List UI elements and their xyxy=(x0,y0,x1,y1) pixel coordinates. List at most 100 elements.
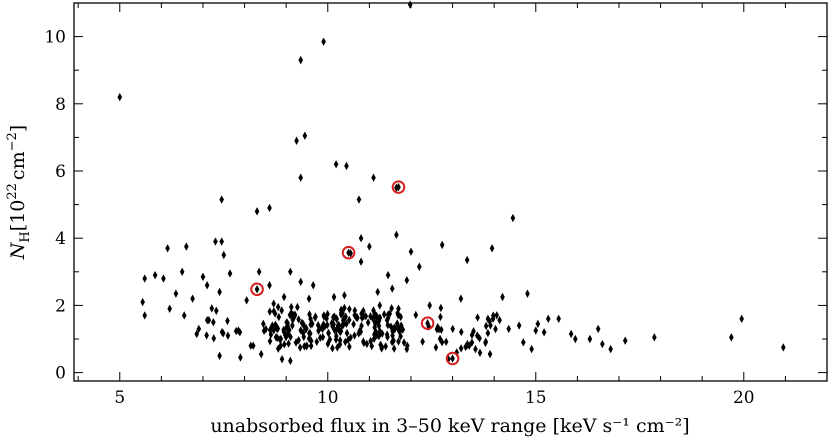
data-point xyxy=(304,324,309,333)
data-point xyxy=(377,301,383,310)
data-point xyxy=(493,324,498,334)
data-point xyxy=(439,240,445,250)
data-point xyxy=(307,329,313,338)
y-label-unit-pre: [10 xyxy=(7,200,29,232)
data-point xyxy=(344,161,349,171)
data-point xyxy=(338,327,344,336)
data-point xyxy=(359,321,364,330)
data-point xyxy=(227,269,233,278)
data-point xyxy=(365,318,371,327)
data-point xyxy=(573,334,578,344)
data-point xyxy=(373,327,379,336)
data-point xyxy=(298,55,304,65)
y-label-exp1: 22 xyxy=(5,183,20,200)
data-point xyxy=(483,321,489,331)
data-point xyxy=(221,250,227,260)
data-point xyxy=(383,342,389,351)
data-point xyxy=(167,304,172,313)
data-point xyxy=(622,336,628,345)
data-point xyxy=(254,285,260,294)
data-point xyxy=(433,343,439,352)
data-point xyxy=(181,311,187,320)
data-point xyxy=(385,270,391,280)
data-point xyxy=(298,326,304,335)
data-point xyxy=(190,294,195,303)
data-point xyxy=(299,318,305,328)
data-point xyxy=(450,324,456,334)
data-point xyxy=(541,328,547,337)
data-point xyxy=(438,312,443,322)
y-tick-label: 2 xyxy=(55,296,66,316)
data-point xyxy=(438,303,444,313)
data-point xyxy=(211,334,217,343)
data-point xyxy=(314,337,320,346)
data-point xyxy=(307,310,312,319)
data-point xyxy=(335,343,340,352)
data-point xyxy=(367,242,372,251)
data-point xyxy=(204,281,210,290)
data-point xyxy=(308,341,314,351)
data-point xyxy=(277,335,283,344)
y-label-exp2: −2 xyxy=(5,132,20,151)
data-point xyxy=(781,343,786,352)
y-label-symbol: N xyxy=(7,241,29,260)
data-point xyxy=(535,319,541,329)
data-point xyxy=(294,136,299,145)
data-point xyxy=(344,328,350,338)
data-point xyxy=(219,195,224,204)
data-point xyxy=(533,326,539,335)
data-point xyxy=(308,320,314,329)
data-point xyxy=(355,313,360,322)
data-point xyxy=(271,299,276,308)
data-point xyxy=(729,333,734,342)
x-axis-label: unabsorbed flux in 3–50 keV range [keV s… xyxy=(210,415,689,437)
data-point xyxy=(450,354,455,363)
data-point xyxy=(333,160,339,169)
data-point xyxy=(545,314,551,324)
data-point xyxy=(416,262,422,271)
data-point xyxy=(326,328,331,338)
highlight-marker xyxy=(420,316,435,331)
data-point xyxy=(184,242,189,251)
data-point xyxy=(244,296,249,305)
data-point xyxy=(140,297,145,307)
data-point xyxy=(396,182,401,192)
data-point xyxy=(556,314,561,324)
data-point xyxy=(739,314,745,324)
data-point xyxy=(220,329,226,338)
data-point xyxy=(258,349,264,359)
data-point xyxy=(363,311,369,321)
data-point xyxy=(347,304,352,314)
data-point xyxy=(282,340,287,349)
data-point xyxy=(395,308,400,318)
data-point xyxy=(595,324,601,334)
data-point xyxy=(396,337,401,346)
data-point xyxy=(483,338,488,348)
data-point xyxy=(394,183,399,192)
data-point xyxy=(204,331,209,340)
data-point xyxy=(250,341,256,350)
data-point xyxy=(337,336,343,345)
data-point xyxy=(295,302,300,312)
data-point xyxy=(275,344,281,353)
data-point xyxy=(568,329,574,339)
data-point xyxy=(275,333,280,343)
data-point xyxy=(219,237,224,246)
plot-frame xyxy=(73,2,828,382)
data-point xyxy=(333,335,339,344)
data-point xyxy=(290,321,295,330)
data-point xyxy=(427,301,432,310)
data-point xyxy=(356,195,362,204)
data-point xyxy=(465,339,470,349)
data-point xyxy=(261,319,266,329)
data-point xyxy=(488,321,493,330)
data-point xyxy=(274,324,280,334)
data-point xyxy=(458,344,464,353)
data-point xyxy=(312,313,318,322)
data-point xyxy=(330,344,335,353)
data-point xyxy=(233,326,239,336)
points-layer xyxy=(117,0,786,366)
data-point xyxy=(379,344,384,353)
data-point xyxy=(267,203,272,213)
data-point xyxy=(343,337,348,347)
